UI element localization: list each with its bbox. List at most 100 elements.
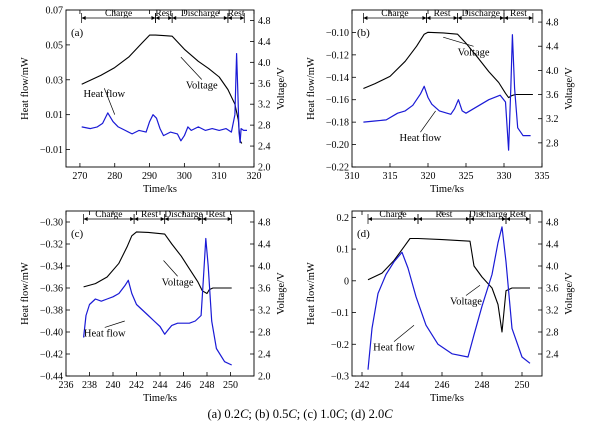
phase-arrow-right [422,16,427,20]
x-tick-label: 250 [223,380,238,391]
annotation-leader [393,324,415,342]
phase-arrow-left [506,217,510,221]
phase-arrow-right [466,217,470,221]
x-tick-label: 244 [153,380,168,391]
y-tick-label: −0.3 [331,372,349,383]
caption-part: ; (c) 1.0 [296,407,336,421]
y2-tick-label: 2.8 [258,121,271,132]
phase-arrow-right [227,217,232,221]
phase-label: Rest [209,210,226,220]
y-tick-label: −0.34 [40,262,63,273]
annotation-label: Heat flow [373,343,415,354]
y2-tick-label: 4.8 [546,18,559,29]
x-tick-label: 310 [212,171,227,182]
y-tick-label: −0.32 [40,240,63,251]
y2-tick-label: 2.0 [258,372,271,383]
y2-tick-label: 3.6 [258,284,271,295]
voltage-series-line [367,237,530,333]
x-tick-label: 250 [515,380,530,391]
y-tick-label: −0.38 [40,306,63,317]
annotation-label: Heat flow [400,133,442,144]
voltage-series-line [83,231,232,295]
caption-part: (a) 0.2 [207,407,241,421]
phase-arrow-left [426,16,431,20]
y2-axis-label: Voltage/V [276,272,287,315]
y-tick-label: −0.44 [40,372,63,383]
phase-arrow-left [202,217,207,221]
plot-frame [351,210,543,377]
x-tick-label: 330 [497,171,512,182]
phase-arrow-right [168,16,173,20]
y-axis-label: Heat flow/mW [306,57,317,120]
y-axis-label: Heat flow/mW [306,262,317,325]
y2-tick-label: 3.6 [546,284,559,295]
heat-flow-series-line [83,237,232,366]
x-tick-label: 240 [106,380,121,391]
x-tick-label: 242 [355,380,370,391]
phase-label: Discharge [181,9,219,19]
chart-panel: 270 280 290 300 310 320 −0.01 0.01 0.03 0.05 0.07 2… [20,6,287,196]
x-tick-label: 248 [475,380,490,391]
phase-arrow-left [134,217,139,221]
x-tick-label: 320 [247,171,262,182]
heat-flow-series-line [363,34,531,151]
y2-axis-label: Voltage/V [564,272,575,315]
y2-tick-label: 4.8 [546,218,559,229]
caption-rate-symbol: C [240,407,249,421]
annotation-label: Voltage [186,81,218,92]
phase-arrow-left [83,217,88,221]
caption-part: ; (d) 2.0 [344,407,385,421]
voltage-series-line [363,31,533,99]
caption-rate-symbol: C [288,407,297,421]
phase-arrow-right [240,16,245,20]
series-group [363,31,533,151]
phase-arrow-right [130,217,135,221]
x-tick-label: 335 [535,171,550,182]
phase-arrow-left [504,16,508,20]
y-tick-label: −0.18 [326,118,349,129]
phase-label: Charge [105,9,132,19]
y2-tick-label: 3.2 [258,306,271,317]
y-tick-label: 0.07 [46,6,64,17]
annotation-leader [420,110,436,133]
y-tick-label: −0.42 [40,350,63,361]
y-tick-label: 0.2 [337,213,350,224]
x-axis-label: Time/ks [143,184,177,195]
x-tick-label: 325 [459,171,474,182]
phase-label: Rest [155,9,172,19]
y-tick-label: −0.12 [326,50,349,61]
y2-tick-label: 3.2 [258,100,271,111]
phase-arrow-left [172,16,177,20]
annotation-label: Voltage [458,47,490,58]
x-tick-label: 290 [142,171,157,182]
x-tick-label: 300 [177,171,192,182]
y-tick-label: −0.36 [40,284,63,295]
annotation-label: Heat flow [84,328,126,339]
annotation-leader [104,320,125,328]
panel-letter: (a) [71,27,84,39]
phase-arrow-right [500,16,504,20]
y-tick-label: −0.30 [40,218,63,229]
series-group [367,226,531,370]
x-tick-label: 248 [200,380,215,391]
annotation-leader [103,88,116,115]
x-tick-label: 320 [421,171,436,182]
y2-tick-label: 4.4 [258,240,271,251]
phase-arrow-left [418,217,422,221]
x-tick-label: 280 [107,171,122,182]
x-tick-label: 238 [82,380,97,391]
y2-tick-label: 4.0 [546,262,559,273]
phase-arrow-left [457,16,462,20]
x-tick-label: 244 [395,380,410,391]
y-tick-label: 0.05 [46,40,64,51]
plot-frame [351,9,543,168]
y2-tick-label: 2.8 [546,328,559,339]
phase-arrow-right [223,16,228,20]
phase-arrow-left [81,16,86,20]
phase-label: Charge [379,210,406,220]
phase-arrow-right [160,217,165,221]
x-tick-label: 242 [129,380,144,391]
plot-frame [65,210,255,377]
y-axis-label: Heat flow/mW [20,57,31,120]
